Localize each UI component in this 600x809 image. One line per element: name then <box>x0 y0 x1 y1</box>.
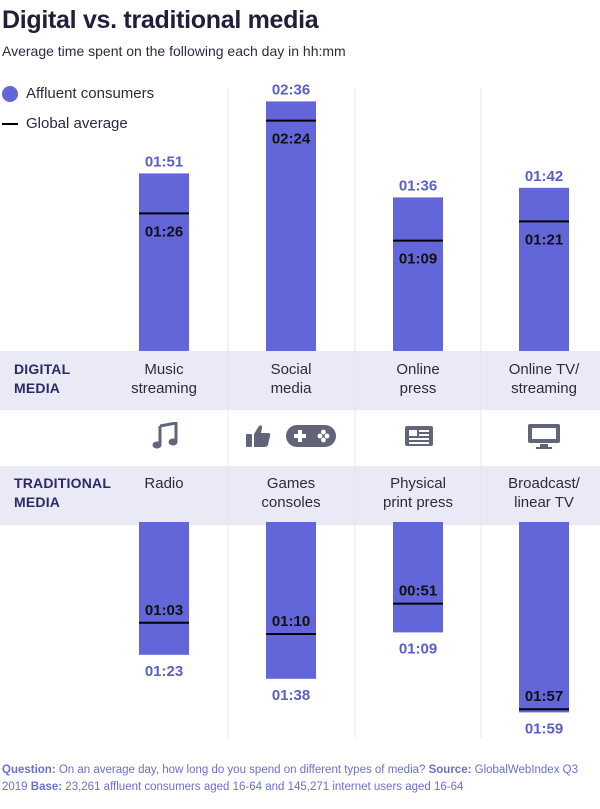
traditional-section-title-line1: TRADITIONAL <box>14 475 112 491</box>
category-label-line: consoles <box>261 494 321 511</box>
bar-traditional-radio <box>139 522 189 655</box>
question-text: On an average day, how long do you spend… <box>55 764 429 776</box>
digital-section-title-line1: DIGITAL <box>14 361 71 377</box>
legend-item-global: Global average <box>2 115 128 132</box>
question-label: Question: <box>2 764 56 776</box>
value-label-affluent-traditional-games-consoles: 01:38 <box>272 687 310 704</box>
chart-subtitle: Average time spent on the following each… <box>2 43 346 59</box>
category-label-line: Physical <box>390 475 446 492</box>
value-label-affluent-traditional-physical-print-press: 01:09 <box>399 640 437 657</box>
value-label-affluent-digital-social-media: 02:36 <box>272 81 310 98</box>
category-label-online-press: Online press <box>358 360 478 398</box>
gamepad-icon <box>284 420 338 452</box>
category-label-physical-print-press: Physical print press <box>358 474 478 512</box>
digital-section-title: DIGITAL MEDIA <box>14 360 70 398</box>
value-label-affluent-traditional-radio: 01:23 <box>145 663 183 680</box>
category-label-line: Social <box>270 361 312 378</box>
value-label-global-digital-social-media: 02:24 <box>272 131 311 148</box>
category-label-line: media <box>270 380 312 397</box>
base-label: Base: <box>30 781 63 793</box>
category-label-line: Online TV/ <box>508 361 580 378</box>
category-label-line: linear TV <box>514 494 574 511</box>
category-label-line: press <box>399 380 437 397</box>
category-label-games-consoles: Games consoles <box>231 474 351 512</box>
value-label-global-digital-online-tv-streaming: 01:21 <box>525 231 563 248</box>
thumbs-up-icon <box>244 420 272 452</box>
category-label-music-streaming: Music streaming <box>104 360 224 398</box>
traditional-band <box>0 466 600 525</box>
footer-note: Question: On an average day, how long do… <box>2 762 598 796</box>
legend-label-global: Global average <box>26 115 128 132</box>
category-label-line: Radio <box>144 475 184 492</box>
value-label-global-digital-music-streaming: 01:26 <box>145 223 183 240</box>
value-label-affluent-digital-online-press: 01:36 <box>399 177 437 194</box>
legend-swatch-global <box>2 122 18 125</box>
category-label-line: Music <box>144 361 184 378</box>
category-label-line: streaming <box>511 380 577 397</box>
bar-traditional-physical-print-press <box>393 522 443 633</box>
value-label-affluent-digital-online-tv-streaming: 01:42 <box>525 168 563 185</box>
category-label-line: Games <box>266 475 316 492</box>
value-label-global-traditional-broadcast-linear-tv: 01:57 <box>525 688 563 705</box>
value-label-affluent-digital-music-streaming: 01:51 <box>145 153 183 170</box>
legend-item-affluent: Affluent consumers <box>2 85 154 102</box>
category-label-social-media: Social media <box>231 360 351 398</box>
category-label-line: Broadcast/ <box>508 475 580 492</box>
chart-title: Digital vs. traditional media <box>2 6 319 34</box>
bar-traditional-games-consoles <box>266 522 316 679</box>
chart-plot: 01:51 01:26 02:36 02:24 01:36 01:09 01:42 01:21… <box>139 81 569 738</box>
source-label: Source: <box>428 764 472 776</box>
legend-swatch-affluent <box>2 85 18 102</box>
traditional-section-title-line2: MEDIA <box>14 494 61 510</box>
category-label-broadcast-linear-tv: Broadcast/ linear TV <box>484 474 600 512</box>
digital-section-title-line2: MEDIA <box>14 380 61 396</box>
category-label-line: Online <box>396 361 440 378</box>
category-label-online-tv-streaming: Online TV/ streaming <box>484 360 600 398</box>
category-label-radio: Radio <box>104 474 224 493</box>
music-note-icon <box>150 420 180 452</box>
category-label-line: streaming <box>131 380 197 397</box>
bar-traditional-broadcast-linear-tv <box>519 522 569 713</box>
category-label-line: print press <box>382 494 454 511</box>
digital-band <box>0 351 600 410</box>
value-label-global-traditional-radio: 01:03 <box>145 602 183 619</box>
value-label-global-traditional-physical-print-press: 00:51 <box>399 583 437 600</box>
monitor-icon <box>526 420 562 452</box>
base-text: 23,261 affluent consumers aged 16-64 and… <box>62 781 464 793</box>
traditional-section-title: TRADITIONAL MEDIA <box>14 474 111 512</box>
bar-digital-music-streaming <box>139 173 189 351</box>
legend-label-affluent: Affluent consumers <box>26 85 155 102</box>
bar-digital-online-press <box>393 197 443 351</box>
source-text: GlobalWebIndex Q3 2019 <box>2 764 578 793</box>
bar-digital-online-tv-streaming <box>519 187 569 351</box>
bar-digital-social-media <box>266 101 316 352</box>
value-label-global-digital-online-press: 01:09 <box>399 251 437 268</box>
value-label-global-traditional-games-consoles: 01:10 <box>272 613 310 630</box>
newspaper-icon <box>403 420 435 452</box>
value-label-affluent-traditional-broadcast-linear-tv: 01:59 <box>525 720 563 737</box>
